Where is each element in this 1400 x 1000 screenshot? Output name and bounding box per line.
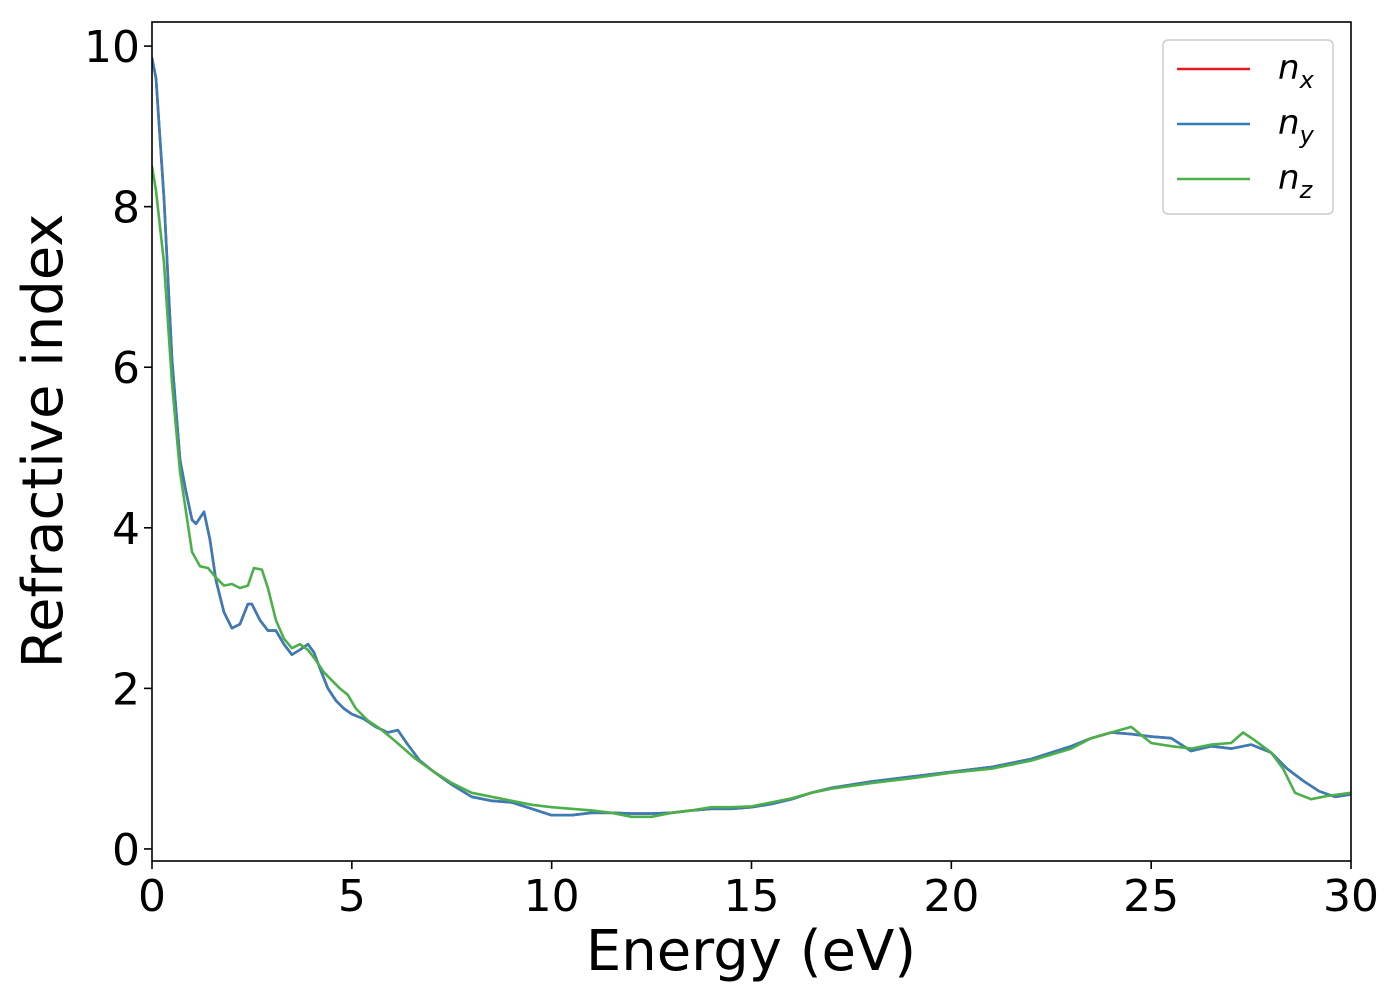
y-tick-label: 4 <box>112 504 140 555</box>
legend-label-nz: nz <box>1278 158 1314 204</box>
ticks-layer: 0 5 10 15 20 25 30 0 2 4 6 8 10 <box>84 22 1379 922</box>
y-tick-label: 6 <box>112 343 140 394</box>
legend-box <box>1162 39 1334 215</box>
x-tick-label: 0 <box>138 871 166 922</box>
legend-label-nx: nx <box>1278 48 1315 94</box>
x-tick-label: 25 <box>1123 871 1179 922</box>
legend: nx ny nz <box>1162 39 1334 215</box>
series-line-nz <box>152 165 1351 819</box>
x-tick-label: 5 <box>338 871 366 922</box>
legend-label-ny: ny <box>1278 103 1315 149</box>
series-layer <box>152 56 1351 819</box>
x-axis-label: Energy (eV) <box>586 919 916 984</box>
x-tick-label: 20 <box>923 871 979 922</box>
y-tick-label: 2 <box>112 664 140 715</box>
series-line-ny <box>152 56 1351 817</box>
y-tick-label: 8 <box>112 183 140 234</box>
y-tick-label: 0 <box>112 825 140 876</box>
x-tick-label: 30 <box>1323 871 1379 922</box>
x-tick-label: 15 <box>724 871 780 922</box>
y-tick-label: 10 <box>84 22 140 73</box>
x-tick-label: 10 <box>524 871 580 922</box>
y-axis-label: Refractive index <box>11 214 76 669</box>
